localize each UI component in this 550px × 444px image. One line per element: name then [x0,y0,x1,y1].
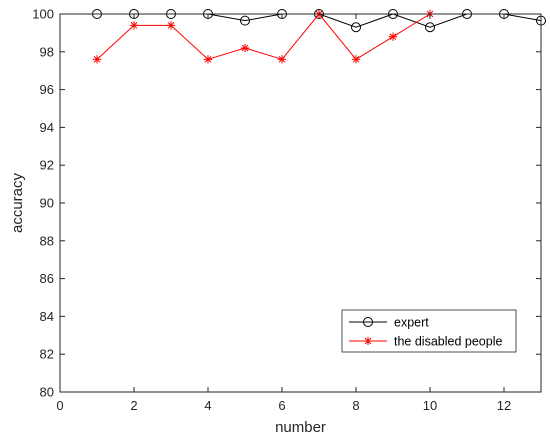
y-axis-label: accuracy [9,172,26,233]
data-point [425,22,435,33]
ticks-layer: 0 2 4 6 8 10 12 80 82 84 86 88 90 92 94 96 98 100 [32,7,541,413]
legend-label: the disabled people [394,335,502,349]
legend-label: expert [394,316,429,330]
legend-marker [363,317,373,327]
legend-entry: expert [349,316,429,330]
y-tick-label: 86 [40,271,54,286]
x-tick-label: 12 [497,398,511,413]
x-tick-label: 6 [278,398,285,413]
y-tick-label: 88 [40,233,54,248]
data-point [240,15,250,26]
y-tick-label: 90 [40,196,54,211]
y-tick-label: 100 [32,7,54,22]
x-axis-label: number [275,419,326,436]
data-point [351,22,361,33]
legend-marker [363,336,373,346]
x-tick-label: 0 [56,398,63,413]
series-line [96,13,431,61]
x-tick-label: 4 [204,398,211,413]
y-tick-label: 80 [40,385,54,400]
legend: expert the disabled people [341,309,517,353]
y-tick-label: 96 [40,82,54,97]
data-point [388,32,398,41]
data-point [166,21,176,30]
y-tick-label: 84 [40,309,54,324]
data-point [92,55,102,64]
x-tick-label: 10 [423,398,437,413]
x-tick-label: 8 [352,398,359,413]
y-tick-label: 82 [40,347,54,362]
x-tick-label: 2 [130,398,137,413]
data-point [129,21,139,30]
data-point [277,55,287,64]
legend-items: expert the disabled people [349,316,502,349]
y-tick-label: 92 [40,158,54,173]
data-point [203,55,213,64]
data-point [240,43,250,53]
y-tick-label: 94 [40,120,54,135]
legend-entry: the disabled people [349,335,502,349]
y-tick-label: 98 [40,44,54,59]
legend-box [341,309,517,353]
data-point [351,55,361,64]
